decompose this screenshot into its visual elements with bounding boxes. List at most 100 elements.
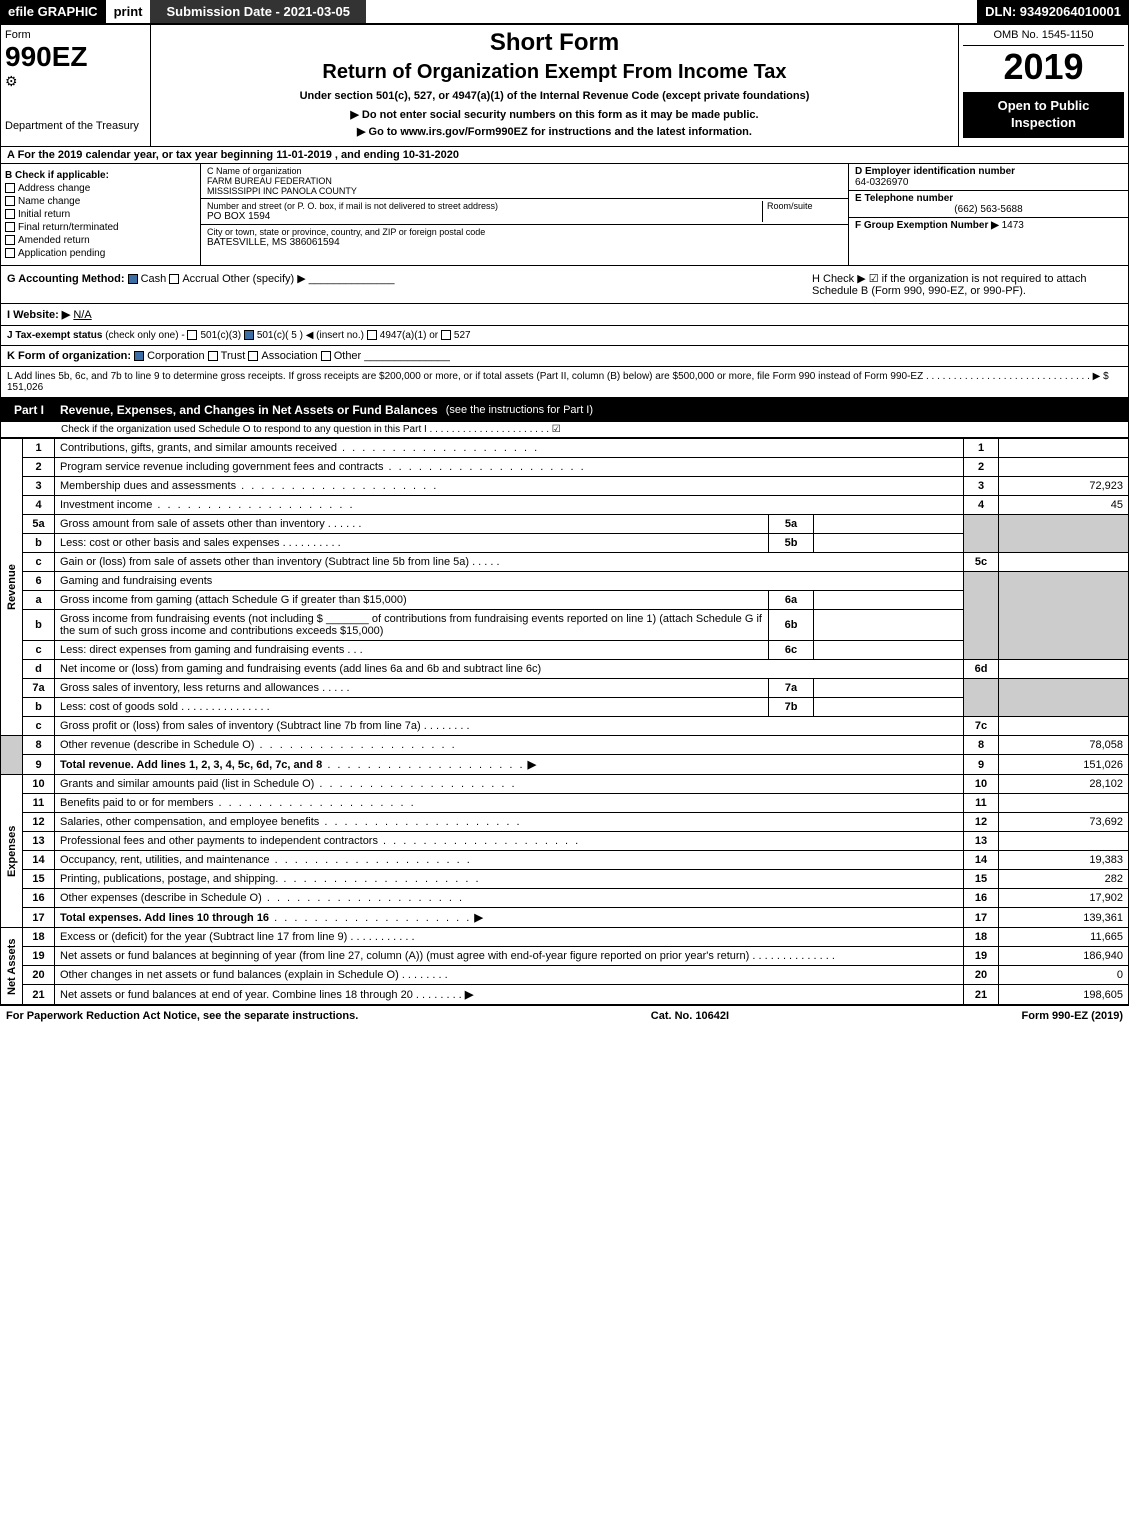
- table-row: Net Assets 18 Excess or (deficit) for th…: [1, 928, 1129, 947]
- table-row: 14 Occupancy, rent, utilities, and maint…: [1, 851, 1129, 870]
- amended-return-checkbox[interactable]: [5, 235, 15, 245]
- final-return-checkbox[interactable]: [5, 222, 15, 232]
- table-row: 5a Gross amount from sale of assets othe…: [1, 515, 1129, 534]
- expenses-side-label: Expenses: [1, 775, 23, 928]
- line-7b-desc: Less: cost of goods sold: [60, 701, 178, 713]
- efile-label: efile GRAPHIC: [0, 0, 106, 23]
- line-9-rnum: 9: [964, 755, 999, 775]
- assoc-checkbox[interactable]: [248, 351, 258, 361]
- line-13-num: 13: [23, 832, 55, 851]
- corp-label: Corporation: [147, 350, 204, 362]
- line-6d-val: [999, 660, 1129, 679]
- omb-number: OMB No. 1545-1150: [963, 29, 1124, 46]
- cash-checkbox[interactable]: [128, 274, 138, 284]
- table-row: 13 Professional fees and other payments …: [1, 832, 1129, 851]
- goto-link[interactable]: ▶ Go to www.irs.gov/Form990EZ for instru…: [161, 125, 948, 138]
- short-form-title: Short Form: [161, 29, 948, 57]
- line-6c-desc: Less: direct expenses from gaming and fu…: [60, 644, 344, 656]
- lines-table: Revenue 1 Contributions, gifts, grants, …: [0, 438, 1129, 1005]
- 501c-label: 501(c)( 5 ) ◀ (insert no.): [257, 330, 364, 341]
- line-6a-desc: Gross income from gaming (attach Schedul…: [55, 591, 769, 610]
- address-change-label: Address change: [18, 183, 90, 194]
- section-i: I Website: ▶ N/A: [0, 304, 1129, 326]
- line-11-val: [999, 794, 1129, 813]
- line-19-desc: Net assets or fund balances at beginning…: [60, 950, 749, 962]
- 527-label: 527: [454, 330, 471, 341]
- line-5a-sub: 5a: [769, 515, 814, 534]
- cash-label: Cash: [141, 273, 167, 285]
- table-row: Expenses 10 Grants and similar amounts p…: [1, 775, 1129, 794]
- 4947-checkbox[interactable]: [367, 330, 377, 340]
- section-k: K Form of organization: Corporation Trus…: [0, 346, 1129, 367]
- line-21-desc: Net assets or fund balances at end of ye…: [60, 989, 413, 1001]
- line-4-num: 4: [23, 496, 55, 515]
- website-value: N/A: [73, 309, 91, 321]
- print-link[interactable]: print: [106, 0, 151, 23]
- line-15-rnum: 15: [964, 870, 999, 889]
- table-row: 7a Gross sales of inventory, less return…: [1, 679, 1129, 698]
- footer-mid: Cat. No. 10642I: [651, 1010, 729, 1022]
- 501c3-checkbox[interactable]: [187, 330, 197, 340]
- table-row: 12 Salaries, other compensation, and emp…: [1, 813, 1129, 832]
- name-change-checkbox[interactable]: [5, 196, 15, 206]
- table-row: c Gain or (loss) from sale of assets oth…: [1, 553, 1129, 572]
- line-4-desc: Investment income: [60, 499, 152, 511]
- line-11-num: 11: [23, 794, 55, 813]
- line-5b-num: b: [23, 534, 55, 553]
- other-org-checkbox[interactable]: [321, 351, 331, 361]
- submission-date: Submission Date - 2021-03-05: [150, 0, 366, 23]
- part-1-desc: (see the instructions for Part I): [446, 404, 593, 416]
- line-13-val: [999, 832, 1129, 851]
- line-7c-rnum: 7c: [964, 717, 999, 736]
- table-row: c Less: direct expenses from gaming and …: [1, 641, 1129, 660]
- table-row: c Gross profit or (loss) from sales of i…: [1, 717, 1129, 736]
- line-8-num: 8: [23, 736, 55, 755]
- city-value: BATESVILLE, MS 386061594: [207, 237, 842, 248]
- other-org-label: Other: [334, 350, 362, 362]
- room-label: Room/suite: [762, 201, 842, 222]
- table-row: 9 Total revenue. Add lines 1, 2, 3, 4, 5…: [1, 755, 1129, 775]
- line-3-val: 72,923: [999, 477, 1129, 496]
- line-7b-sub: 7b: [769, 698, 814, 717]
- tax-exempt-label: J Tax-exempt status: [7, 330, 102, 341]
- page-footer: For Paperwork Reduction Act Notice, see …: [0, 1005, 1129, 1026]
- line-18-val: 11,665: [999, 928, 1129, 947]
- corp-checkbox[interactable]: [134, 351, 144, 361]
- line-3-num: 3: [23, 477, 55, 496]
- section-c-name-label: C Name of organization: [207, 166, 842, 176]
- initial-return-checkbox[interactable]: [5, 209, 15, 219]
- line-5b-sub: 5b: [769, 534, 814, 553]
- line-14-desc: Occupancy, rent, utilities, and maintena…: [60, 854, 270, 866]
- line-9-num: 9: [23, 755, 55, 775]
- line-14-num: 14: [23, 851, 55, 870]
- line-5c-rnum: 5c: [964, 553, 999, 572]
- application-pending-checkbox[interactable]: [5, 248, 15, 258]
- accrual-checkbox[interactable]: [169, 274, 179, 284]
- 501c-checkbox[interactable]: [244, 330, 254, 340]
- address-change-checkbox[interactable]: [5, 183, 15, 193]
- line-2-num: 2: [23, 458, 55, 477]
- trust-checkbox[interactable]: [208, 351, 218, 361]
- line-17-desc: Total expenses. Add lines 10 through 16: [60, 912, 269, 924]
- 4947-label: 4947(a)(1) or: [380, 330, 438, 341]
- table-row: 20 Other changes in net assets or fund b…: [1, 966, 1129, 985]
- line-21-arrow: ▶: [465, 989, 473, 1001]
- line-6b-num: b: [23, 610, 55, 641]
- 527-checkbox[interactable]: [441, 330, 451, 340]
- line-6a-sub: 6a: [769, 591, 814, 610]
- street-label: Number and street (or P. O. box, if mail…: [207, 201, 762, 211]
- line-4-rnum: 4: [964, 496, 999, 515]
- phone-value: (662) 563-5688: [855, 204, 1122, 215]
- line-14-val: 19,383: [999, 851, 1129, 870]
- name-change-label: Name change: [18, 196, 80, 207]
- line-20-rnum: 20: [964, 966, 999, 985]
- line-19-num: 19: [23, 947, 55, 966]
- line-12-desc: Salaries, other compensation, and employ…: [60, 816, 319, 828]
- line-13-rnum: 13: [964, 832, 999, 851]
- table-row: 6 Gaming and fundraising events: [1, 572, 1129, 591]
- website-label: I Website: ▶: [7, 309, 70, 321]
- line-6a-num: a: [23, 591, 55, 610]
- table-row: b Less: cost of goods sold . . . . . . .…: [1, 698, 1129, 717]
- table-row: 15 Printing, publications, postage, and …: [1, 870, 1129, 889]
- line-10-num: 10: [23, 775, 55, 794]
